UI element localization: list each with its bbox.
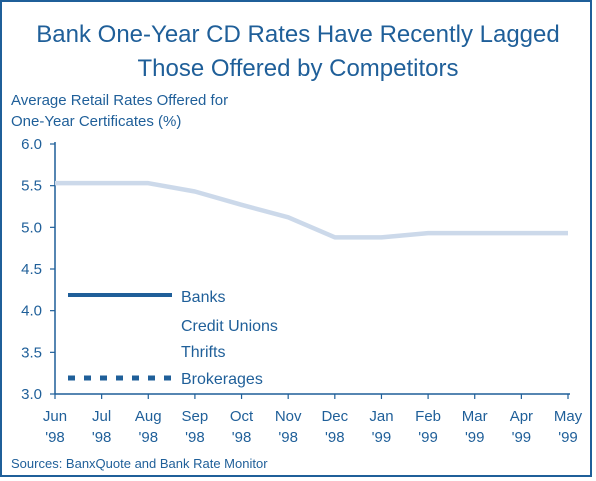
x-tick-label-year: '99 <box>418 429 438 446</box>
x-tick-label-year: '98 <box>45 429 65 446</box>
legend-label-credit-unions: Credit Unions <box>181 318 278 335</box>
x-tick-label-month: Aug <box>135 408 162 425</box>
x-tick-label-month: Mar <box>462 408 488 425</box>
y-tick-label: 4.0 <box>21 303 42 320</box>
x-tick-label-month: Feb <box>415 408 441 425</box>
x-tick-label-month: Sep <box>182 408 209 425</box>
x-tick-label-year: '98 <box>138 429 158 446</box>
y-tick-label: 5.5 <box>21 178 42 195</box>
x-tick-label-month: Apr <box>510 408 533 425</box>
y-tick-label: 6.0 <box>21 136 42 153</box>
x-tick-label-year: '98 <box>92 429 112 446</box>
y-tick-label: 3.5 <box>21 344 42 361</box>
x-tick-label-month: Nov <box>275 408 302 425</box>
y-axis-label-line-1: Average Retail Rates Offered for <box>11 92 229 109</box>
x-tick-label-year: '98 <box>185 429 205 446</box>
series-line-thrifts <box>55 180 568 240</box>
legend-label-banks: Banks <box>181 289 225 306</box>
y-tick-label: 4.5 <box>21 261 42 278</box>
x-tick-label-year: '99 <box>512 429 532 446</box>
legend-label-thrifts: Thrifts <box>181 344 225 361</box>
x-tick-label-year: '99 <box>465 429 485 446</box>
x-tick-label-month: Dec <box>321 408 348 425</box>
chart-title-line-2: Those Offered by Competitors <box>137 55 459 82</box>
x-tick-label-year: '99 <box>558 429 578 446</box>
y-axis-label-line-2: One-Year Certificates (%) <box>11 113 182 130</box>
x-tick-label-year: '99 <box>372 429 392 446</box>
x-tick-label-month: May <box>554 408 583 425</box>
x-tick-label-month: Jul <box>92 408 111 425</box>
legend-label-brokerages: Brokerages <box>181 371 263 388</box>
x-tick-label-year: '98 <box>232 429 252 446</box>
source-note: Sources: BanxQuote and Bank Rate Monitor <box>11 456 268 471</box>
chart-title-line-1: Bank One-Year CD Rates Have Recently Lag… <box>36 21 560 48</box>
x-tick-label-year: '98 <box>278 429 298 446</box>
y-tick-label: 5.0 <box>21 219 42 236</box>
y-tick-label: 3.0 <box>21 386 42 403</box>
x-tick-label-month: Jun <box>43 408 67 425</box>
x-tick-label-year: '98 <box>325 429 345 446</box>
x-tick-label-month: Oct <box>230 408 254 425</box>
x-tick-label-month: Jan <box>369 408 393 425</box>
